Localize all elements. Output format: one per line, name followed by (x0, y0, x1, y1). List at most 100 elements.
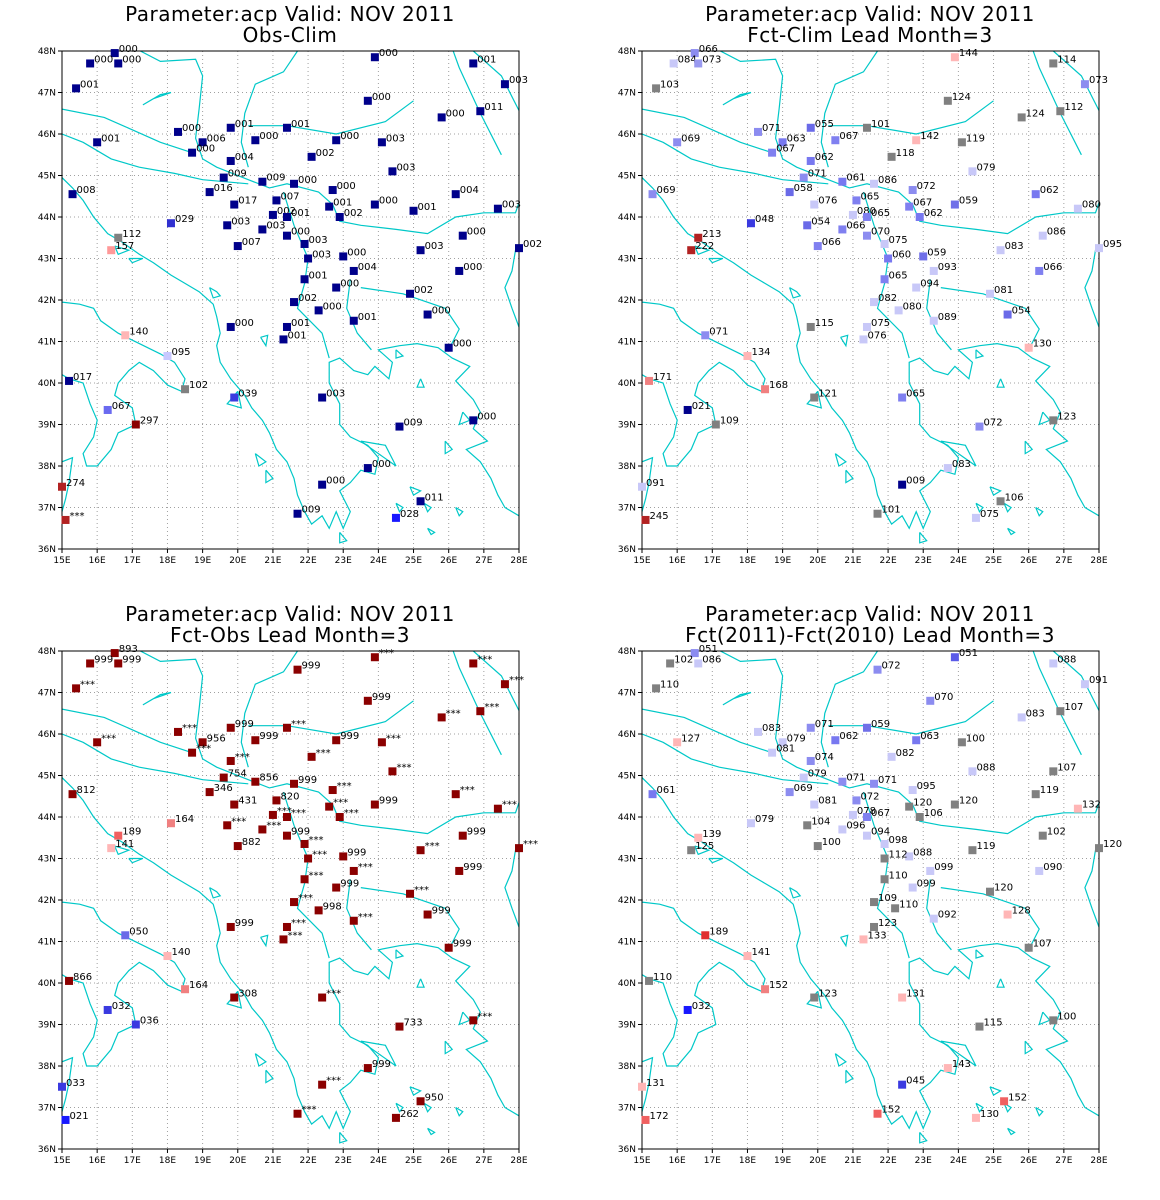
station-label: 002 (523, 239, 542, 250)
coast-line (339, 1132, 348, 1144)
station-marker (666, 659, 675, 668)
station-marker (455, 866, 464, 875)
lat-tick-label: 45N (38, 172, 56, 182)
lon-tick-label: 19E (774, 1156, 791, 1166)
station-label: 140 (171, 947, 190, 958)
station-label: 001 (287, 330, 306, 341)
station-marker (1056, 107, 1065, 116)
coast-line (416, 378, 425, 388)
station-marker (469, 659, 478, 668)
station-label: 000 (259, 131, 278, 142)
station-label: *** (484, 702, 499, 713)
coast-line (719, 51, 1099, 235)
station-marker (205, 788, 214, 797)
lon-tick-label: 25E (405, 1156, 422, 1166)
station-marker (694, 59, 703, 68)
station-label: 001 (291, 119, 310, 130)
station-marker (880, 854, 889, 863)
station-label: 120 (959, 796, 978, 807)
lon-tick-label: 15E (53, 556, 70, 566)
station-label: 104 (811, 816, 830, 827)
lon-tick-label: 17E (704, 556, 721, 566)
coast-line (62, 108, 193, 154)
station-marker (652, 84, 661, 93)
lon-tick-label: 27E (1055, 1156, 1072, 1166)
station-marker (300, 839, 309, 848)
coast-line (360, 887, 460, 951)
station-marker (174, 727, 183, 736)
coast-line (1032, 51, 1082, 156)
lat-tick-label: 47N (38, 689, 56, 699)
lon-tick-label: 15E (633, 556, 650, 566)
station-map: 36N 37N 38N 39N 40N 41N 42N 43N 44N 45N 46N 47N 48N 1… (618, 644, 1122, 1166)
station-marker (950, 653, 959, 662)
station-label: 141 (115, 839, 134, 850)
station-marker (996, 497, 1005, 506)
coast-line (1007, 527, 1016, 536)
station-label: 856 (259, 773, 278, 784)
station-marker (891, 904, 900, 913)
station-label: 001 (80, 79, 99, 90)
station-marker (898, 480, 907, 489)
station-marker (332, 883, 341, 892)
station-marker (1049, 59, 1058, 68)
station-label: 999 (340, 879, 359, 890)
station-label: 001 (309, 270, 328, 281)
station-marker (687, 246, 696, 255)
coastlines (62, 51, 519, 544)
station-marker (669, 59, 678, 68)
coast-line (423, 1102, 433, 1113)
lat-tick-label: 36N (618, 545, 636, 555)
station-marker (905, 202, 914, 211)
station-label: 009 (228, 169, 247, 180)
coast-line (427, 527, 436, 536)
coast-line (504, 246, 519, 328)
station-marker (279, 335, 288, 344)
coast-line (862, 791, 910, 959)
lon-tick-label: 22E (300, 556, 317, 566)
station-marker (803, 821, 812, 830)
station-marker (898, 993, 907, 1002)
station-marker (233, 842, 242, 851)
station-label: 033 (66, 1078, 85, 1089)
station-label: 017 (73, 372, 92, 383)
station-label: 021 (70, 1111, 89, 1122)
station-marker (107, 246, 116, 255)
station-label: 001 (333, 198, 352, 209)
station-label: 067 (112, 401, 131, 412)
station-label: 071 (808, 169, 827, 180)
station-label: 000 (298, 175, 317, 186)
station-label: *** (291, 918, 306, 929)
coast-line (940, 887, 1040, 951)
lat-tick-label: 44N (618, 813, 636, 823)
station-marker (181, 985, 190, 994)
station-label: 092 (938, 910, 957, 921)
station-marker (230, 200, 239, 209)
station-marker (870, 779, 879, 788)
station-marker (898, 393, 907, 402)
station-marker (683, 1005, 692, 1014)
station-label: 062 (839, 731, 858, 742)
station-marker (887, 152, 896, 161)
lon-tick-label: 16E (89, 1156, 106, 1166)
station-marker (884, 254, 893, 263)
station-label: 120 (994, 883, 1013, 894)
station-label: 157 (115, 241, 134, 252)
station-label: *** (333, 798, 348, 809)
station-label: 079 (808, 769, 827, 780)
station-marker (314, 306, 323, 315)
station-marker (363, 696, 372, 705)
station-label: *** (298, 893, 313, 904)
station-marker (72, 84, 81, 93)
station-marker (831, 736, 840, 745)
station-marker (455, 266, 464, 275)
station-marker (648, 190, 657, 199)
lon-tick-label: 16E (669, 556, 686, 566)
station-marker (810, 800, 819, 809)
coast-line (862, 191, 910, 359)
station-marker (701, 331, 710, 340)
station-marker (230, 393, 239, 402)
station-label: 069 (794, 783, 813, 794)
coast-line (452, 651, 502, 756)
